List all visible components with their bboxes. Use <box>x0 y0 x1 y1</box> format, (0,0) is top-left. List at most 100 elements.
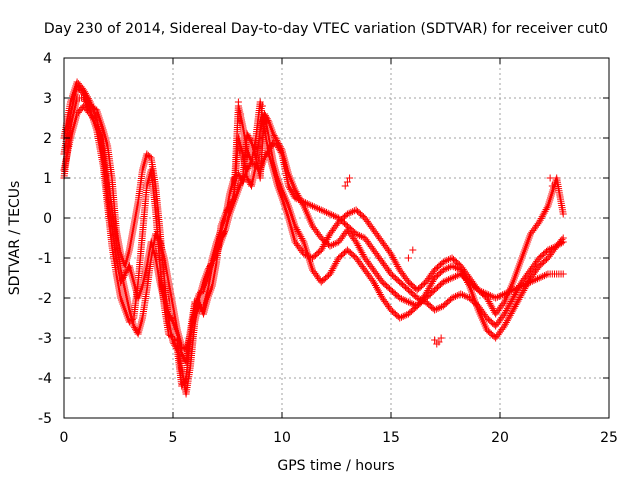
data-point <box>540 209 548 217</box>
data-point <box>321 208 329 216</box>
data-point <box>119 273 127 281</box>
data-point <box>352 230 360 238</box>
data-point <box>504 303 512 311</box>
data-point <box>321 239 329 247</box>
data-point <box>508 308 516 316</box>
data-point <box>428 279 436 287</box>
data-point <box>220 228 228 236</box>
data-point <box>543 204 551 212</box>
y-tick-label: 0 <box>43 211 52 227</box>
data-point <box>514 297 522 305</box>
data-point <box>319 242 327 250</box>
data-point <box>506 311 514 319</box>
y-tick-label: -5 <box>38 411 52 427</box>
data-point <box>546 174 554 182</box>
data-point <box>439 278 447 286</box>
data-point <box>544 246 552 254</box>
data-point <box>317 206 325 214</box>
data-point <box>458 268 466 276</box>
data-point <box>326 270 334 278</box>
data-point <box>299 236 307 244</box>
data-point <box>452 292 460 300</box>
data-point <box>343 210 351 218</box>
data-point <box>431 336 439 344</box>
data-point <box>507 310 515 318</box>
data-point <box>525 278 533 286</box>
data-point <box>146 153 154 161</box>
data-point <box>294 191 302 199</box>
x-tick-label: 10 <box>273 430 291 446</box>
data-point <box>297 197 305 205</box>
data-point <box>375 289 383 297</box>
data-point <box>533 275 541 283</box>
data-point <box>404 298 412 306</box>
data-point <box>245 163 253 171</box>
data-point <box>548 182 556 190</box>
data-point <box>326 242 334 250</box>
data-markers <box>60 78 567 398</box>
data-point <box>328 241 336 249</box>
data-point <box>332 259 340 267</box>
data-point <box>523 281 531 289</box>
data-point <box>484 296 492 304</box>
data-point <box>459 270 467 278</box>
data-point <box>443 276 451 284</box>
data-point <box>443 264 451 272</box>
data-point <box>390 255 398 263</box>
data-point <box>488 292 496 300</box>
data-point <box>312 204 320 212</box>
data-point <box>532 276 540 284</box>
data-point <box>323 235 331 243</box>
data-point <box>426 283 434 291</box>
data-point <box>221 210 229 218</box>
data-point <box>446 255 454 263</box>
data-point <box>297 233 305 241</box>
data-point <box>305 200 313 208</box>
data-point <box>431 306 439 314</box>
data-point <box>497 292 505 300</box>
data-point <box>462 275 470 283</box>
data-point <box>168 316 176 324</box>
data-point <box>459 291 467 299</box>
data-point <box>326 210 334 218</box>
data-point <box>509 306 517 314</box>
data-point <box>291 186 299 194</box>
data-point <box>492 294 500 302</box>
data-point <box>372 283 380 291</box>
data-point <box>227 200 235 208</box>
data-point <box>461 273 469 281</box>
data-point <box>397 295 405 303</box>
data-point <box>516 294 524 302</box>
data-point <box>413 294 421 302</box>
data-point <box>486 299 494 307</box>
data-point <box>443 256 451 264</box>
data-point <box>519 288 527 296</box>
data-point <box>441 265 449 273</box>
data-point <box>541 207 549 215</box>
data-point <box>448 294 456 302</box>
data-point <box>328 211 336 219</box>
x-tick-label: 5 <box>169 430 178 446</box>
series-track-4 <box>60 94 567 398</box>
data-point <box>446 275 454 283</box>
data-point <box>462 292 470 300</box>
data-point <box>559 234 567 242</box>
y-tick-label: 2 <box>43 131 52 147</box>
data-point <box>315 205 323 213</box>
data-point <box>518 290 526 298</box>
data-point <box>293 226 301 234</box>
data-point <box>495 292 503 300</box>
data-point <box>396 294 404 302</box>
data-point <box>373 285 381 293</box>
data-point <box>424 286 432 294</box>
data-point <box>354 242 362 250</box>
data-point <box>272 135 280 143</box>
data-point <box>317 246 325 254</box>
data-point <box>401 312 409 320</box>
data-point <box>559 270 567 278</box>
data-point <box>331 212 339 220</box>
data-point <box>507 298 515 306</box>
data-point <box>359 250 367 258</box>
data-point <box>245 133 253 141</box>
data-point <box>358 249 366 257</box>
